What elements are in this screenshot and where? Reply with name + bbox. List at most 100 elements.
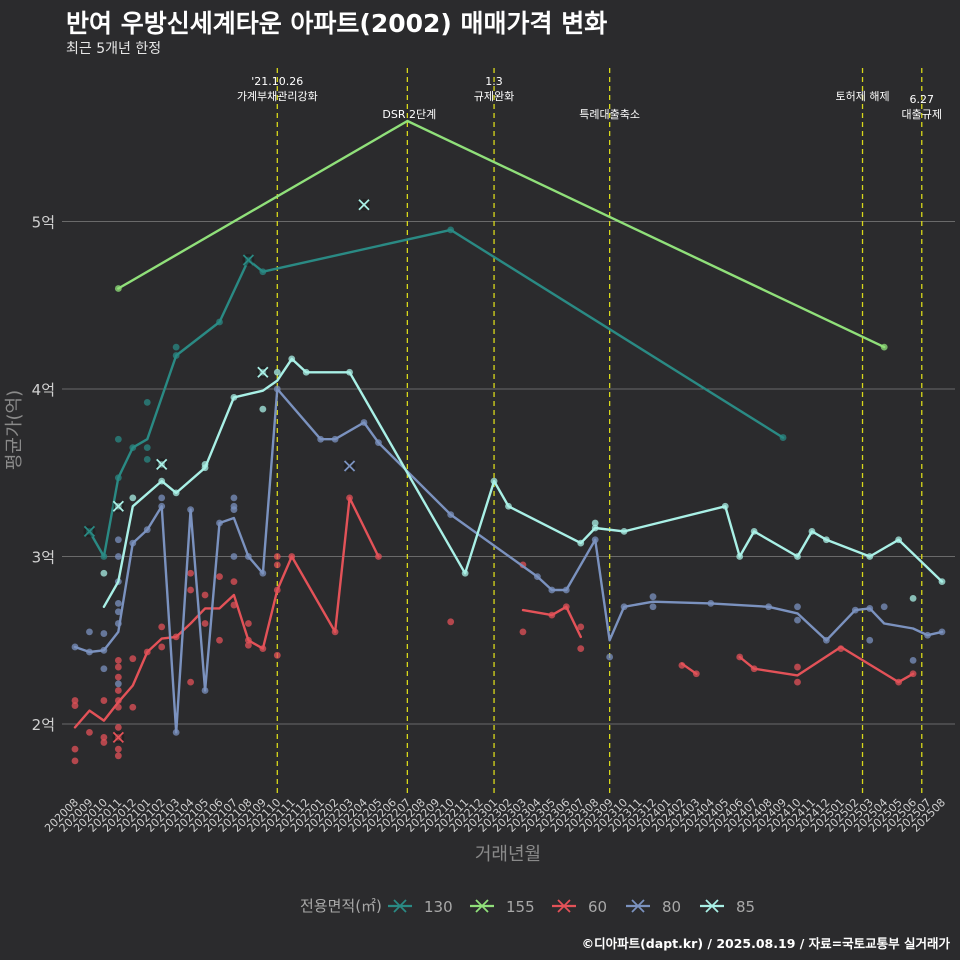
series-60-point <box>736 653 744 661</box>
series-80-point <box>794 616 801 624</box>
series-80-point <box>649 603 657 611</box>
chart-subtitle: 최근 5개년 한정 <box>66 41 162 57</box>
series-85-point <box>823 536 830 544</box>
series-60-point <box>114 656 122 664</box>
chart-title: 반여 우방신세계타운 아파트(2002) 매매가격 변화 <box>66 9 608 38</box>
series-80-point <box>866 605 874 612</box>
series-60-point <box>158 643 166 651</box>
legend-label-155: 155 <box>506 898 535 916</box>
legend-key-marker-85 <box>705 899 719 913</box>
series-130-point <box>216 318 223 326</box>
series-130-point <box>259 268 267 276</box>
series-60-point <box>114 745 122 753</box>
series-60-point <box>895 678 903 686</box>
series-60-point <box>519 628 527 636</box>
series-130-point <box>447 226 455 234</box>
series-80-point <box>129 539 137 547</box>
legend-label-85: 85 <box>736 898 755 916</box>
event-label: DSR 2단계 <box>382 108 436 121</box>
series-80-point <box>158 502 166 510</box>
y-tick-label: 4억 <box>32 381 55 399</box>
series-60-point <box>273 553 281 560</box>
series-85-max-marker <box>156 458 168 471</box>
series-85-point <box>302 368 310 376</box>
series-85-point <box>736 553 744 560</box>
series-60-point <box>577 623 585 631</box>
series-60-point <box>114 723 122 731</box>
series-60-point <box>129 655 137 663</box>
series-60-point <box>273 561 281 569</box>
series-80-point <box>143 526 151 534</box>
series-130-point <box>114 435 122 443</box>
series-60-point <box>794 663 801 671</box>
legend-label-80: 80 <box>662 898 681 916</box>
series-80-point <box>100 646 108 654</box>
series-60-point <box>288 553 296 560</box>
series-85-point <box>591 519 599 527</box>
series-60-point <box>187 586 195 594</box>
series-130-point <box>100 553 108 560</box>
series-60-point <box>201 620 209 627</box>
series-80-point <box>620 603 628 611</box>
series-60-point <box>216 573 223 580</box>
series-85-point <box>794 553 801 560</box>
series-130-max-marker <box>83 525 96 538</box>
event-label: 토허제 해제 <box>835 89 889 103</box>
series-60-point <box>273 586 281 594</box>
series-80-point <box>649 593 657 601</box>
series-85-point <box>230 393 238 401</box>
series-60-point <box>114 687 122 694</box>
series-60-point <box>114 663 122 671</box>
series-80-point <box>317 435 325 443</box>
series-80-point <box>216 519 223 527</box>
series-80-point <box>273 385 281 393</box>
series-60-point <box>230 578 238 586</box>
series-85-point <box>100 569 108 577</box>
series-85-point <box>750 527 758 535</box>
series-85-point <box>259 405 267 413</box>
series-85-point <box>273 368 281 376</box>
series-60-point <box>447 618 455 626</box>
series-80-line <box>73 387 944 734</box>
series-60-point <box>71 757 79 765</box>
series-130-point <box>143 455 151 463</box>
series-60-point <box>114 697 122 704</box>
legend-key-marker-60 <box>557 899 571 913</box>
series-85-point <box>461 569 469 577</box>
series-85-max-marker <box>358 199 370 211</box>
series-80-point <box>866 636 874 644</box>
series-155-point <box>114 285 122 292</box>
event-label: '21.10.26 가계부채관리강화 <box>237 75 318 103</box>
series-80-point <box>114 600 122 607</box>
legend-key-marker-130 <box>393 899 407 913</box>
series-80-point <box>230 506 238 513</box>
series-60-point <box>692 670 700 678</box>
series-80-point <box>245 553 252 560</box>
series-60-point <box>143 648 151 656</box>
series-60-point <box>71 697 79 704</box>
series-155-point <box>880 343 888 351</box>
series-60-point <box>230 601 238 609</box>
series-60-line-segment <box>521 605 582 639</box>
series-60-point <box>331 628 339 636</box>
series-85-point <box>591 524 599 532</box>
series-85-point <box>866 553 874 560</box>
series-80-point <box>172 728 180 736</box>
series-80-point <box>375 439 382 446</box>
series-80-point <box>851 606 859 614</box>
series-85-point <box>346 368 353 376</box>
series-85-point <box>909 594 917 602</box>
series-60-point <box>678 661 686 669</box>
series-80-point <box>114 620 122 627</box>
event-label: 1.3 규제완화 <box>474 75 514 103</box>
series-60-point <box>909 670 917 678</box>
series-80-point <box>707 600 715 607</box>
series-85-point <box>129 494 137 502</box>
series-80-point <box>447 511 455 519</box>
series-85-point <box>938 578 946 586</box>
series-80-point <box>158 494 166 502</box>
series-80-point <box>938 628 946 636</box>
series-85-point <box>721 502 729 510</box>
series-80-point <box>562 586 570 594</box>
series-85-point <box>158 477 166 485</box>
